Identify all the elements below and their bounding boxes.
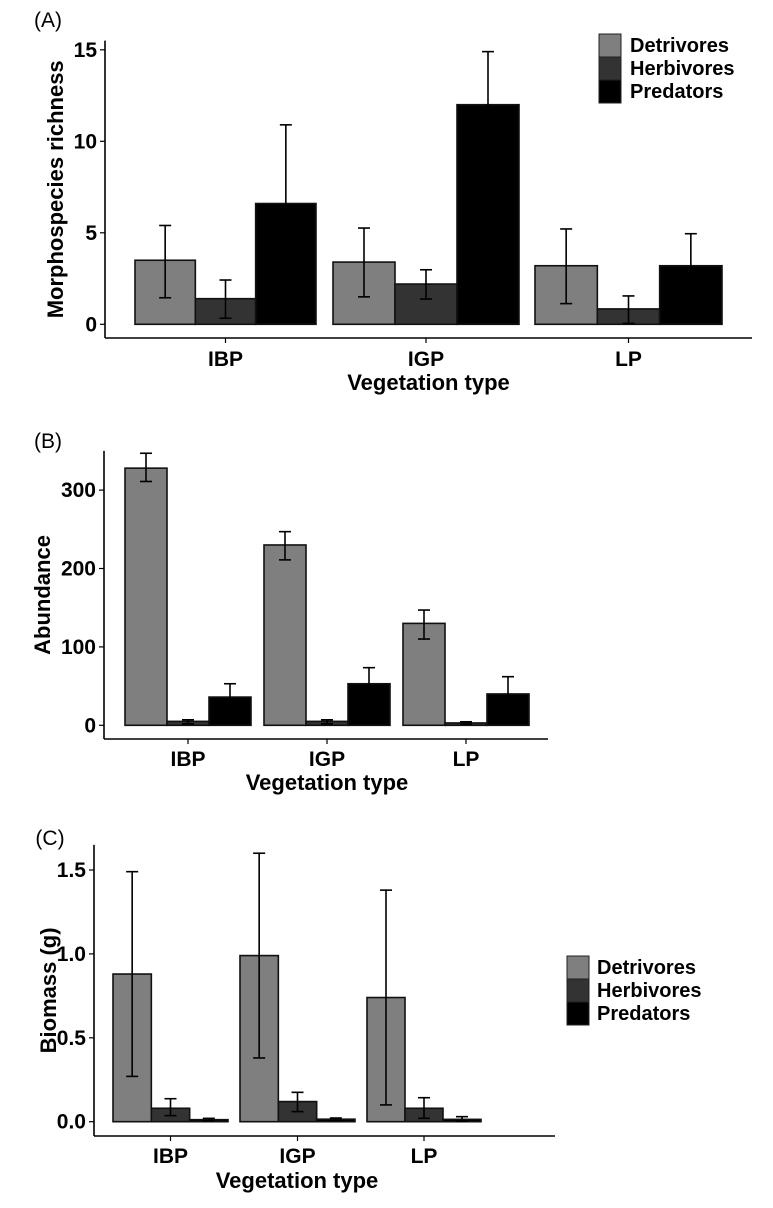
x-tick-label: IBP bbox=[208, 348, 243, 371]
y-tick-label: 0.5 bbox=[57, 1027, 87, 1050]
y-axis-title: Biomass (g) bbox=[36, 927, 61, 1053]
x-tick-label: IGP bbox=[408, 348, 444, 371]
legend-label-predators: Predators bbox=[597, 1003, 690, 1025]
x-tick-label: LP bbox=[411, 1145, 438, 1168]
x-tick-label: IGP bbox=[309, 748, 345, 771]
y-tick-label: 10 bbox=[74, 130, 97, 153]
legend-swatch-herbivores bbox=[566, 978, 590, 1003]
y-tick-label: 0.0 bbox=[57, 1111, 86, 1134]
y-tick-label: 15 bbox=[74, 39, 98, 62]
x-axis-title: Vegetation type bbox=[246, 770, 409, 795]
legend-label-herbivores: Herbivores bbox=[597, 980, 702, 1002]
y-tick-label: 0 bbox=[85, 313, 97, 336]
x-tick-label: IBP bbox=[153, 1145, 188, 1168]
panel-label: (B) bbox=[34, 430, 62, 453]
y-axis-title: Abundance bbox=[30, 535, 55, 655]
y-tick-label: 1.5 bbox=[57, 859, 87, 882]
panel-c-biomass: (C) 0.0 0.5 1.0 1.5 Biomass (g) IBP IGP LP Vegeta… bbox=[35, 827, 701, 1193]
y-tick-label: 300 bbox=[61, 479, 96, 502]
legend-label-detrivores: Detrivores bbox=[597, 957, 696, 979]
x-axis-title: Vegetation type bbox=[347, 370, 510, 395]
x-axis-title: Vegetation type bbox=[216, 1168, 379, 1193]
legend-label-detrivores: Detrivores bbox=[630, 35, 729, 57]
bar-detrivores-ibp bbox=[124, 467, 168, 727]
legend-swatch-predators bbox=[598, 79, 622, 104]
panel-b-abundance: (B) 0 100 200 300 Abundance IBP IGP LP Vegetation… bbox=[30, 430, 548, 795]
legend-swatch-herbivores bbox=[598, 56, 622, 81]
panel-label: (A) bbox=[34, 9, 62, 32]
x-tick-label: LP bbox=[615, 348, 642, 371]
bar-detrivores-lp bbox=[402, 622, 446, 727]
bar-detrivores-igp bbox=[263, 544, 307, 727]
x-tick-label: LP bbox=[453, 748, 480, 771]
legend-swatch-predators bbox=[566, 1001, 590, 1026]
y-tick-label: 200 bbox=[61, 558, 96, 581]
x-tick-label: IGP bbox=[279, 1145, 315, 1168]
legend-label-predators: Predators bbox=[630, 81, 723, 103]
legend-label-herbivores: Herbivores bbox=[630, 58, 735, 80]
y-tick-label: 100 bbox=[61, 636, 96, 659]
y-tick-label: 0 bbox=[84, 714, 96, 737]
y-axis-title: Morphospecies richness bbox=[43, 60, 68, 318]
y-tick-label: 1.0 bbox=[57, 943, 86, 966]
legend-swatch-detrivores bbox=[598, 33, 622, 58]
y-tick-label: 5 bbox=[85, 222, 97, 245]
legend-swatch-detrivores bbox=[566, 955, 590, 980]
panel-a-richness: (A) 0 5 10 15 Morphospecies richness IBP IGP LP V… bbox=[34, 9, 752, 395]
x-tick-label: IBP bbox=[170, 748, 205, 771]
panel-label: (C) bbox=[35, 827, 64, 850]
